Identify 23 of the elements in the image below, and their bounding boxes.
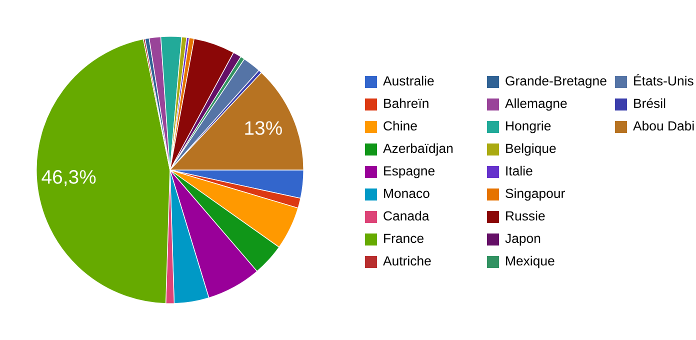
legend-label: Azerbaïdjan <box>383 143 453 156</box>
legend-label: Monaco <box>384 188 430 198</box>
legend-label: Hongrie <box>506 120 551 134</box>
legend-label: Abou Dabi <box>633 120 694 131</box>
legend-label: Belgique <box>506 143 556 156</box>
legend-label: France <box>384 234 424 244</box>
legend-label: Grande-Bretagne <box>506 76 606 88</box>
legend-label: Canada <box>384 210 430 221</box>
legend-label: Russie <box>506 210 545 221</box>
legend-label: Brésil <box>634 98 666 108</box>
legend-label: Chine <box>384 120 417 131</box>
data-label: 46,3% <box>42 170 96 186</box>
legend-label: Singapour <box>506 188 565 201</box>
data-label: 13% <box>245 121 282 135</box>
legend-label: Allemagne <box>505 98 567 111</box>
legend-label: Japon <box>505 234 540 246</box>
legend-label: Bahreïn <box>384 98 428 108</box>
legend-label: Espagne <box>384 166 434 178</box>
legend-label: Italie <box>506 166 532 176</box>
legend-label: Autriche <box>383 256 431 266</box>
legend-label: États-Unis <box>634 74 694 86</box>
legend-label: Mexique <box>506 256 554 268</box>
legend-label: Australie <box>383 76 434 86</box>
